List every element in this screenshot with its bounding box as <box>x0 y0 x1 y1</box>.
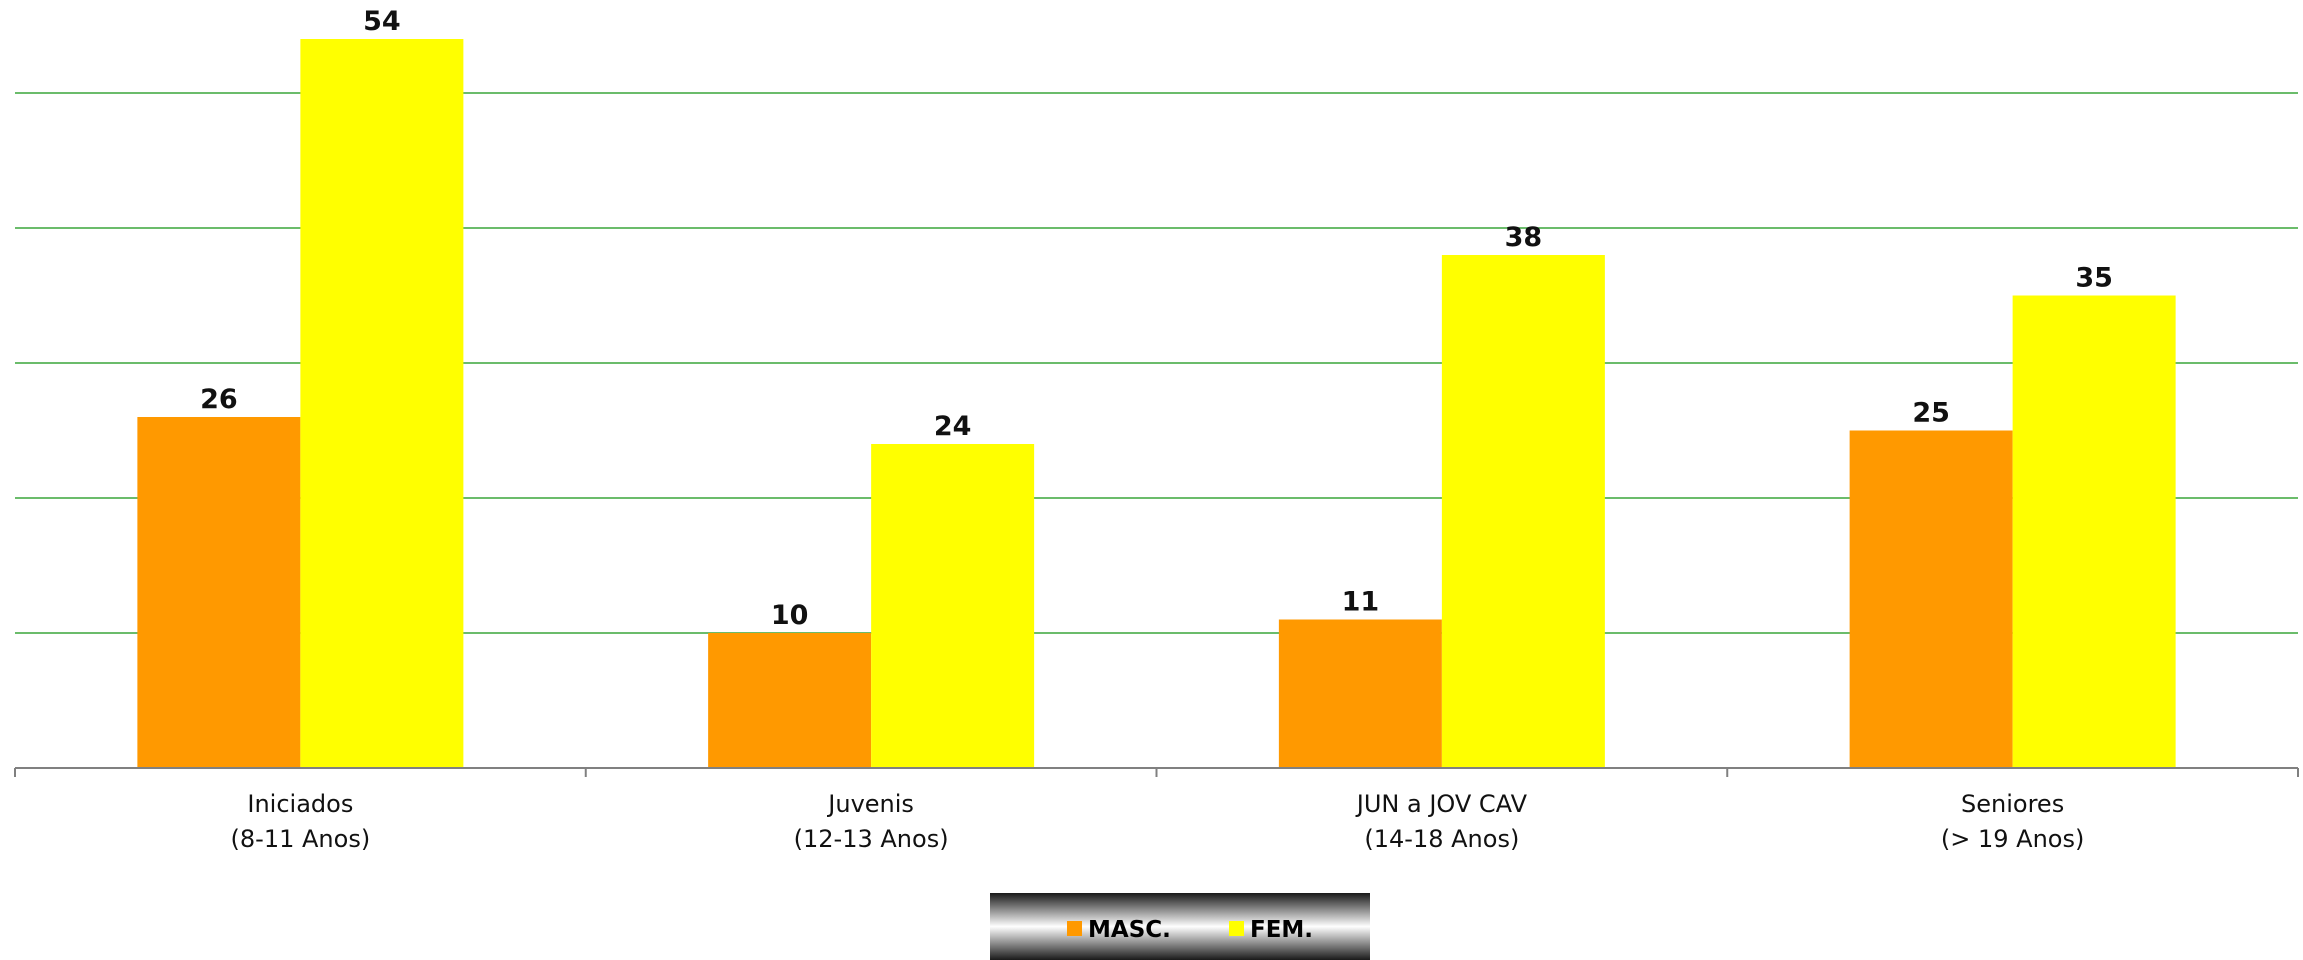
data-label: 38 <box>1505 222 1543 253</box>
x-tick-label: JUN a JOV CAV (14-18 Anos) <box>1355 790 1528 853</box>
category-labels: Iniciados (8-11 Anos)Juvenis (12-13 Anos)J… <box>231 790 2085 853</box>
legend-swatch <box>1067 921 1082 936</box>
x-tick-label: Iniciados (8-11 Anos) <box>231 790 371 853</box>
x-tick-label-line: Seniores <box>1961 790 2064 818</box>
data-label: 54 <box>363 6 401 37</box>
data-labels: 26 54 10 24 11 38 25 35 <box>200 6 2113 631</box>
bar-fem <box>1441 255 1605 768</box>
data-label: 35 <box>2075 263 2113 294</box>
legend-box <box>990 893 1370 960</box>
x-tick-label-line: (14-18 Anos) <box>1364 825 1519 853</box>
data-label: 24 <box>934 411 972 442</box>
x-tick-label-line: (> 19 Anos) <box>1941 825 2084 853</box>
bar-fem <box>871 444 1035 768</box>
x-tick-label-line: (8-11 Anos) <box>231 825 371 853</box>
x-tick-label-line: (12-13 Anos) <box>794 825 949 853</box>
legend-label: FEM. <box>1250 917 1313 943</box>
x-tick-label: Seniores (> 19 Anos) <box>1941 790 2084 853</box>
data-label: 26 <box>200 384 238 415</box>
x-tick-label-line: JUN a JOV CAV <box>1355 790 1528 818</box>
bar-masc <box>137 417 301 768</box>
legend-label: MASC. <box>1088 917 1171 943</box>
x-tick-label: Juvenis (12-13 Anos) <box>794 790 949 853</box>
x-axis <box>14 767 2299 777</box>
x-tick-label-line: Iniciados <box>247 790 353 818</box>
data-label: 11 <box>1342 587 1380 618</box>
bar-fem <box>300 39 464 768</box>
bar-masc <box>708 633 872 768</box>
bar-masc <box>1278 619 1442 768</box>
bars <box>137 39 2176 768</box>
bar-fem <box>2012 295 2176 768</box>
x-tick-label-line: Juvenis <box>826 790 914 818</box>
data-label: 25 <box>1912 398 1950 429</box>
legend: MASC. FEM. <box>990 893 1370 960</box>
legend-swatch <box>1229 921 1244 936</box>
bar-masc <box>1849 430 2013 768</box>
data-label: 10 <box>771 600 809 631</box>
